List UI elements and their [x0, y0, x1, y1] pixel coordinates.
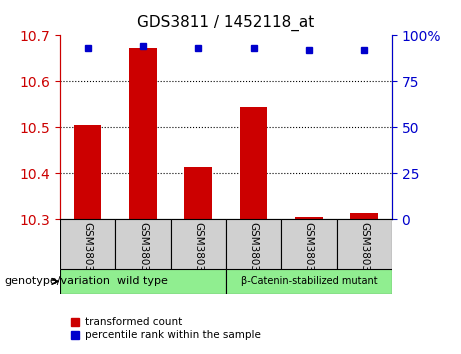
- Bar: [74, 125, 101, 219]
- Text: GSM380348: GSM380348: [138, 222, 148, 285]
- Bar: [295, 217, 323, 219]
- Bar: [350, 213, 378, 219]
- FancyBboxPatch shape: [60, 269, 226, 294]
- Text: β-Catenin-stabilized mutant: β-Catenin-stabilized mutant: [241, 276, 377, 286]
- Text: GSM380352: GSM380352: [359, 222, 369, 285]
- Title: GDS3811 / 1452118_at: GDS3811 / 1452118_at: [137, 15, 314, 31]
- Text: GSM380350: GSM380350: [248, 222, 259, 285]
- FancyBboxPatch shape: [226, 269, 392, 294]
- FancyBboxPatch shape: [115, 219, 171, 269]
- FancyBboxPatch shape: [281, 219, 337, 269]
- Bar: [184, 167, 212, 219]
- FancyBboxPatch shape: [337, 219, 392, 269]
- Text: wild type: wild type: [118, 276, 168, 286]
- Text: GSM380351: GSM380351: [304, 222, 314, 285]
- Bar: [129, 48, 157, 219]
- Text: GSM380349: GSM380349: [193, 222, 203, 285]
- Text: genotype/variation: genotype/variation: [5, 276, 111, 286]
- Text: GSM380347: GSM380347: [83, 222, 93, 285]
- FancyBboxPatch shape: [60, 219, 115, 269]
- FancyBboxPatch shape: [171, 219, 226, 269]
- Legend: transformed count, percentile rank within the sample: transformed count, percentile rank withi…: [65, 313, 265, 345]
- Bar: [240, 107, 267, 219]
- FancyBboxPatch shape: [226, 219, 281, 269]
